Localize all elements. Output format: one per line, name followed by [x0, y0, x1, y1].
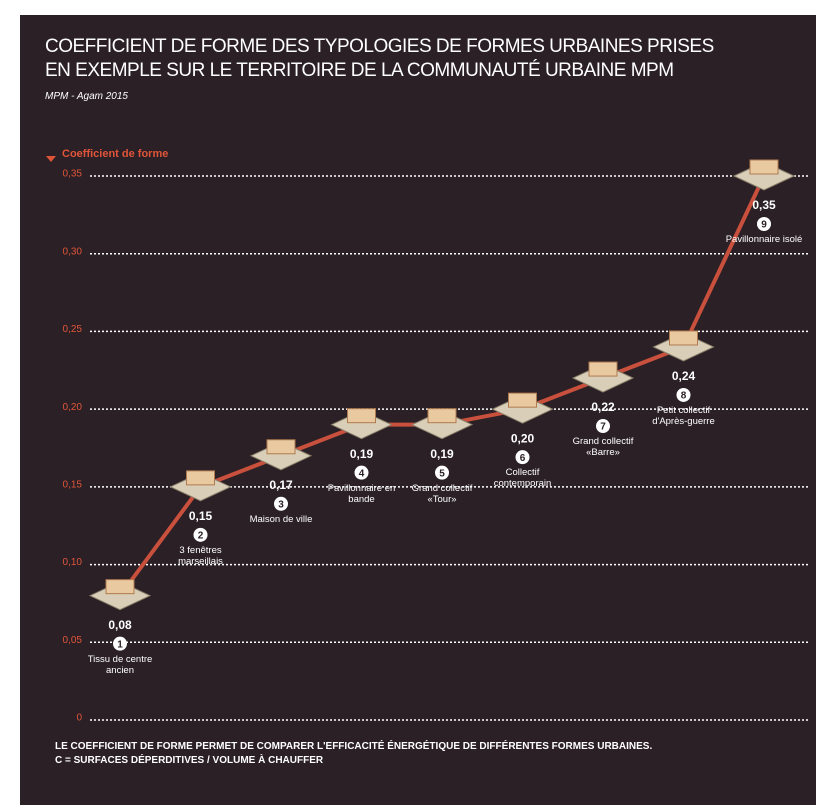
- category-label: Pavillonnaire isolé: [725, 234, 803, 245]
- point-building: [588, 361, 618, 377]
- number-badge: [515, 450, 530, 465]
- y-tick-label: 0,35: [63, 169, 83, 180]
- category-number: 4: [359, 468, 365, 479]
- number-badge: [193, 527, 208, 542]
- chart-title: COEFFICIENT DE FORME DES TYPOLOGIES DE F…: [45, 36, 714, 81]
- y-tick-label: 0,05: [63, 635, 83, 646]
- value-label: 0,24: [672, 369, 696, 383]
- value-label: 0,19: [350, 447, 374, 461]
- y-tick-label: 0,15: [63, 479, 83, 490]
- value-label: 0,35: [752, 198, 776, 212]
- category-label: Grand collectif «Barre»: [572, 436, 634, 459]
- value-label: 0,15: [189, 509, 213, 523]
- category-number: 3: [278, 499, 284, 510]
- number-badge: [354, 465, 369, 480]
- point-building: [105, 579, 135, 595]
- category-number: 2: [198, 530, 204, 541]
- category-label: Pavillonnaire en bande: [327, 482, 396, 505]
- number-badge: [596, 419, 610, 434]
- point-building: [266, 439, 296, 455]
- number-badge: [435, 465, 449, 480]
- axis-arrow: [46, 156, 56, 162]
- y-tick-label: 0,25: [63, 324, 83, 335]
- category-label: Collectif contemporain: [493, 467, 552, 490]
- note: C = SURFACES DÉPERDITIVES / VOLUME À CHA…: [55, 755, 324, 766]
- y-tick-label: 0,10: [63, 557, 83, 568]
- category-label: 3 fenêtres marseillais: [178, 544, 223, 567]
- category-label: Tissu de centre ancien: [87, 653, 153, 676]
- category-number: 1: [117, 639, 123, 650]
- value-label: 0,17: [269, 478, 293, 492]
- point-building: [347, 408, 376, 424]
- point-building: [749, 159, 779, 175]
- category-number: 7: [600, 422, 606, 433]
- notes: LE COEFFICIENT DE FORME PERMET DE COMPAR…: [55, 740, 652, 768]
- category-number: 8: [681, 391, 687, 402]
- category-label: Grand collectif «Tour»: [411, 482, 473, 505]
- category-label: Maison de ville: [249, 513, 313, 525]
- point-building: [508, 392, 537, 408]
- value-label: 0,22: [591, 400, 615, 414]
- subtitle: MPM - Agam 2015: [45, 91, 128, 102]
- y-tick-label: 0: [76, 713, 82, 724]
- value-label: 0,19: [430, 447, 454, 461]
- number-badge: [676, 387, 691, 402]
- background: [20, 15, 816, 805]
- category-number: 5: [439, 468, 445, 479]
- point-building: [427, 408, 457, 424]
- category-number: 9: [761, 220, 767, 231]
- y-axis-label: Coefficient de forme: [62, 148, 169, 160]
- number-badge: [113, 636, 127, 651]
- number-badge: [757, 217, 771, 231]
- number-badge: [274, 496, 288, 511]
- value-label: 0,08: [108, 618, 132, 632]
- category-label: Petit collectif d'Après-guerre: [652, 404, 715, 427]
- value-label: 0,20: [511, 431, 535, 445]
- y-tick-label: 0,30: [63, 246, 83, 257]
- category-number: 6: [520, 453, 526, 464]
- note: LE COEFFICIENT DE FORME PERMET DE COMPAR…: [55, 741, 653, 752]
- y-tick-label: 0,20: [63, 402, 83, 413]
- data-line: [118, 175, 766, 597]
- point-building: [186, 470, 215, 486]
- point-building: [669, 330, 698, 346]
